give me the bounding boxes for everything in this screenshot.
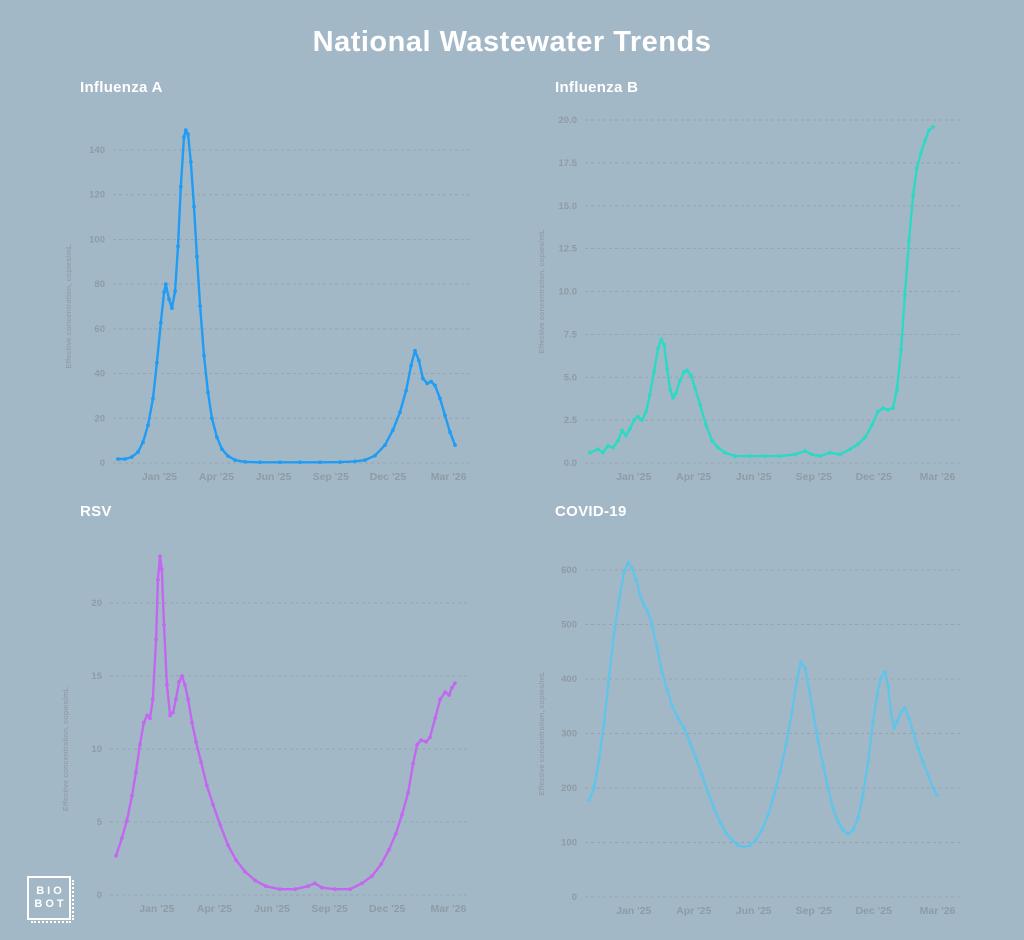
svg-text:10: 10 <box>91 744 102 755</box>
trend-line <box>587 561 939 849</box>
svg-text:0.0: 0.0 <box>564 458 577 469</box>
svg-text:20: 20 <box>91 598 102 609</box>
svg-text:120: 120 <box>89 190 105 201</box>
gridlines <box>113 149 470 464</box>
svg-text:Jan '25: Jan '25 <box>616 471 651 483</box>
chart-title-covid-19: COVID-19 <box>555 503 627 520</box>
svg-text:Apr '25: Apr '25 <box>199 471 234 483</box>
gridlines <box>110 602 470 896</box>
data-point-markers <box>587 561 939 849</box>
svg-text:Jun '25: Jun '25 <box>736 905 772 917</box>
svg-text:60: 60 <box>94 324 105 335</box>
y-axis-title: Effective concentration, copies/mL <box>537 671 546 796</box>
biobot-logo: BIO BOT <box>27 876 74 923</box>
svg-text:300: 300 <box>561 729 577 740</box>
svg-text:140: 140 <box>89 145 105 156</box>
x-tick-labels: Jan '25 Apr '25 Jun '25 Sep '25 Dec '25 Mar '… <box>616 471 955 483</box>
gridlines <box>585 569 960 898</box>
svg-text:2.5: 2.5 <box>564 415 578 426</box>
svg-text:100: 100 <box>89 234 105 245</box>
influenza-b-chart: 0.0 2.5 5.0 7.5 10.0 12.5 15.0 17.5 20.0 Jan '25 A… <box>537 115 960 483</box>
influenza-a-chart: 0 20 40 60 80 100 120 140 Jan '25 Apr '25 Jun '25 S… <box>64 128 470 483</box>
svg-text:Jun '25: Jun '25 <box>256 471 292 483</box>
svg-text:Jun '25: Jun '25 <box>254 903 290 915</box>
svg-text:15.0: 15.0 <box>559 201 578 212</box>
svg-text:12.5: 12.5 <box>559 244 578 255</box>
svg-text:Sep '25: Sep '25 <box>313 471 350 483</box>
svg-text:Apr '25: Apr '25 <box>676 471 711 483</box>
svg-text:400: 400 <box>561 674 577 685</box>
biobot-logo-line2: BOT <box>34 898 67 910</box>
svg-text:0: 0 <box>97 890 102 901</box>
y-tick-labels: 0 20 40 60 80 100 120 140 <box>89 145 105 469</box>
chart-title-influenza-b: Influenza B <box>555 79 639 96</box>
chart-title-rsv: RSV <box>80 503 112 520</box>
page-title: National Wastewater Trends <box>312 26 712 58</box>
svg-text:0: 0 <box>572 892 577 903</box>
svg-text:Apr '25: Apr '25 <box>197 903 232 915</box>
trend-line <box>114 555 457 891</box>
svg-text:5.0: 5.0 <box>564 372 577 383</box>
trend-line <box>116 128 457 464</box>
svg-text:7.5: 7.5 <box>564 329 578 340</box>
svg-text:5: 5 <box>97 817 103 828</box>
gridlines <box>585 119 960 464</box>
svg-text:Mar '26: Mar '26 <box>920 905 956 917</box>
svg-text:Dec '25: Dec '25 <box>369 903 406 915</box>
svg-text:Sep '25: Sep '25 <box>796 471 833 483</box>
svg-text:Dec '25: Dec '25 <box>856 471 893 483</box>
svg-text:Jan '25: Jan '25 <box>616 905 651 917</box>
svg-text:500: 500 <box>561 620 577 631</box>
x-tick-labels: Jan '25 Apr '25 Jun '25 Sep '25 Dec '25 Mar '… <box>142 471 467 483</box>
svg-text:Apr '25: Apr '25 <box>676 905 711 917</box>
rsv-chart: 0 5 10 15 20 Jan '25 Apr '25 Jun '25 Sep '25 Dec … <box>61 554 470 915</box>
svg-text:15: 15 <box>91 671 102 682</box>
svg-text:Mar '26: Mar '26 <box>431 903 467 915</box>
svg-text:Dec '25: Dec '25 <box>856 905 893 917</box>
data-point-markers <box>114 554 457 892</box>
y-axis-title: Effective concentration, copies/mL <box>537 229 546 354</box>
svg-text:200: 200 <box>561 783 577 794</box>
svg-text:20: 20 <box>94 413 105 424</box>
logo-perforation-right <box>72 880 74 920</box>
svg-text:Jan '25: Jan '25 <box>142 471 177 483</box>
chart-title-influenza-a: Influenza A <box>80 79 163 96</box>
covid-19-chart: 0 100 200 300 400 500 600 Jan '25 Apr '25 Jun '25… <box>537 561 960 917</box>
svg-text:Sep '25: Sep '25 <box>311 903 348 915</box>
y-axis-title: Effective concentration, copies/mL <box>61 686 70 811</box>
data-point-markers <box>588 125 935 458</box>
svg-text:0: 0 <box>100 458 105 469</box>
logo-perforation-bottom <box>31 921 71 923</box>
y-tick-labels: 0.0 2.5 5.0 7.5 10.0 12.5 15.0 17.5 20.0 <box>559 115 578 469</box>
svg-text:Jan '25: Jan '25 <box>139 903 174 915</box>
svg-text:40: 40 <box>94 369 105 380</box>
svg-text:20.0: 20.0 <box>559 115 578 126</box>
x-tick-labels: Jan '25 Apr '25 Jun '25 Sep '25 Dec '25 Mar '… <box>139 903 466 915</box>
data-point-markers <box>116 128 457 465</box>
svg-text:10.0: 10.0 <box>559 287 578 298</box>
svg-text:100: 100 <box>561 838 577 849</box>
svg-text:Mar '26: Mar '26 <box>920 471 956 483</box>
svg-text:Sep '25: Sep '25 <box>796 905 833 917</box>
biobot-logo-line1: BIO <box>36 885 65 897</box>
svg-text:600: 600 <box>561 565 577 576</box>
svg-text:Jun '25: Jun '25 <box>736 471 772 483</box>
y-tick-labels: 0 100 200 300 400 500 600 <box>561 565 577 903</box>
x-tick-labels: Jan '25 Apr '25 Jun '25 Sep '25 Dec '25 Mar '… <box>616 905 955 917</box>
svg-text:80: 80 <box>94 279 105 290</box>
svg-text:Mar '26: Mar '26 <box>431 471 467 483</box>
y-axis-title: Effective concentration, copies/mL <box>64 244 73 369</box>
y-tick-labels: 0 5 10 15 20 <box>91 598 102 901</box>
svg-text:Dec '25: Dec '25 <box>370 471 407 483</box>
svg-text:17.5: 17.5 <box>559 158 578 169</box>
